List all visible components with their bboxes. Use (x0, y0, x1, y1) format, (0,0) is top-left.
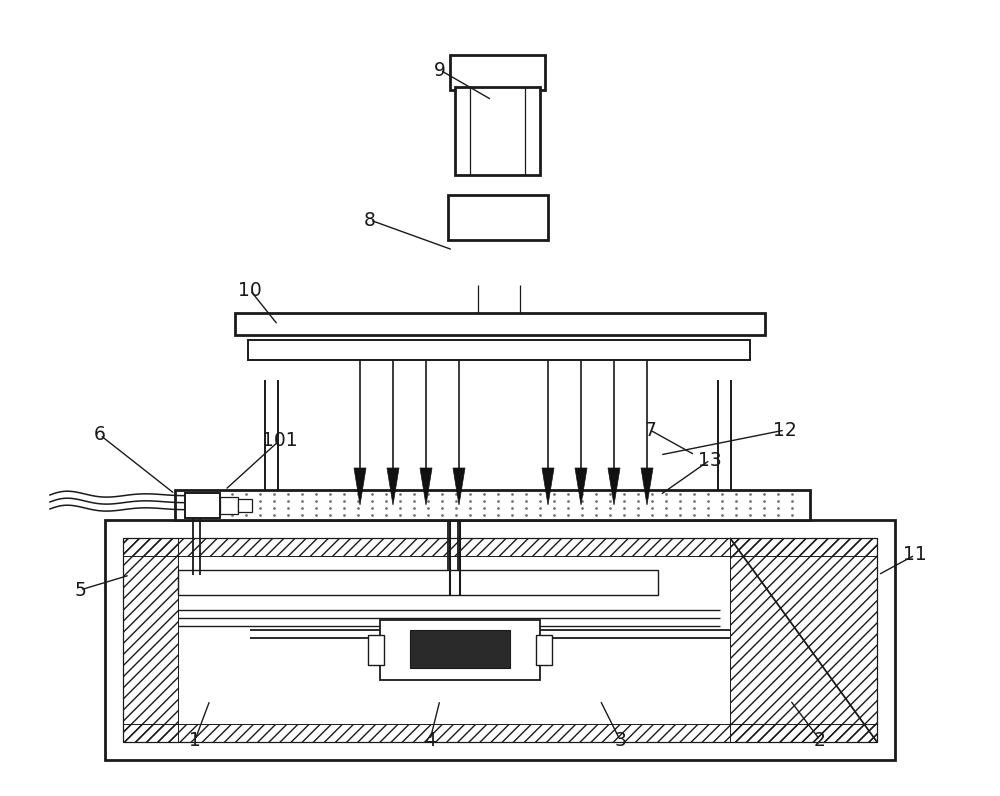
Text: 5: 5 (74, 580, 86, 599)
Bar (175, 490, 810, 520)
Polygon shape (641, 468, 653, 505)
Polygon shape (608, 468, 620, 505)
Text: 10: 10 (238, 280, 262, 299)
Text: 13: 13 (698, 451, 722, 470)
Bar (450, 55, 545, 90)
Text: 9: 9 (434, 60, 446, 80)
Bar (248, 340, 750, 360)
Bar (220, 497, 238, 514)
Polygon shape (387, 468, 399, 505)
Text: 8: 8 (364, 210, 376, 229)
Bar (123, 538, 877, 742)
Polygon shape (354, 468, 366, 505)
Polygon shape (420, 468, 432, 505)
Bar (536, 635, 552, 665)
Bar (235, 313, 765, 335)
Polygon shape (453, 468, 465, 505)
Bar (455, 87, 540, 175)
Bar (178, 570, 658, 595)
Text: 4: 4 (424, 731, 436, 750)
Text: 3: 3 (614, 731, 626, 750)
Text: 11: 11 (903, 545, 927, 564)
Bar (105, 520, 895, 760)
Bar (123, 538, 877, 556)
Bar (380, 620, 540, 680)
Bar (238, 499, 252, 512)
Text: 2: 2 (814, 731, 826, 750)
Bar (410, 630, 510, 668)
Bar (185, 493, 220, 518)
Text: 6: 6 (94, 426, 106, 444)
Text: 101: 101 (262, 431, 298, 450)
Polygon shape (575, 468, 587, 505)
Bar (368, 635, 384, 665)
Polygon shape (542, 468, 554, 505)
Text: 12: 12 (773, 420, 797, 439)
Text: 7: 7 (644, 420, 656, 439)
Text: 1: 1 (189, 731, 201, 750)
Bar (123, 724, 877, 742)
Bar (448, 195, 548, 240)
